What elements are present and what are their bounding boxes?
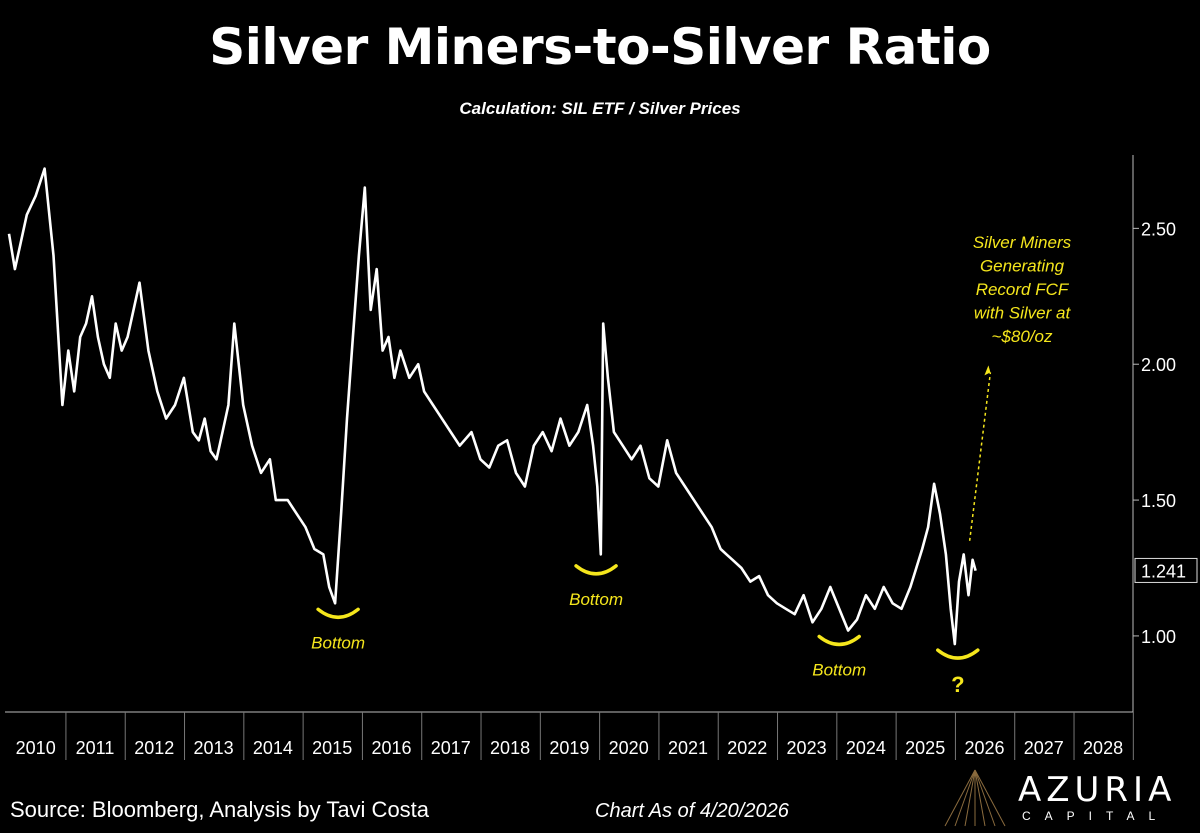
x-tick-label: 2011	[76, 738, 115, 758]
callout-arrowhead-icon	[984, 365, 991, 376]
x-tick-label: 2010	[16, 738, 56, 758]
question-marker	[936, 648, 980, 660]
y-tick-label: 2.00	[1141, 355, 1176, 375]
callout-line: Silver Miners	[973, 233, 1072, 252]
callout-label: Silver Miners Generating Record FCF with Si…	[973, 233, 1072, 346]
x-tick-label: 2012	[134, 738, 174, 758]
x-tick-label: 2028	[1083, 738, 1123, 758]
source-note: Source: Bloomberg, Analysis by Tavi Cost…	[10, 797, 430, 822]
x-tick-label: 2020	[609, 738, 649, 758]
callout-line: ~$80/oz	[992, 327, 1053, 346]
y-tick-label: 1.50	[1141, 491, 1176, 511]
x-tick-label: 2018	[490, 738, 530, 758]
series-group	[7, 167, 977, 646]
x-tick-label: 2013	[194, 738, 234, 758]
x-tick-label: 2021	[668, 738, 708, 758]
x-tick-label: 2022	[727, 738, 767, 758]
x-tick-label: 2015	[312, 738, 352, 758]
x-tick-label: 2025	[905, 738, 945, 758]
callout-line: Record FCF	[976, 280, 1070, 299]
chart-title: Silver Miners-to-Silver Ratio	[209, 18, 991, 76]
x-tick-label: 2014	[253, 738, 293, 758]
bottom-marker	[316, 607, 360, 620]
callout-line: Generating	[980, 257, 1065, 276]
bottom-marker	[574, 564, 618, 576]
x-tick-label: 2023	[787, 738, 827, 758]
logo-mark-icon	[944, 769, 1006, 827]
azuria-logo: AZURIA CAPITAL	[940, 768, 1190, 830]
as-of-note: Chart As of 4/20/2026	[595, 800, 789, 822]
x-tick-label: 2024	[846, 738, 886, 758]
axes: 2.50 2.00 1.50 1.00 2010 2011 2012 2013 2014 2015…	[5, 155, 1198, 760]
bottom-label: Bottom	[569, 590, 623, 609]
callout-arrow	[968, 372, 992, 541]
y-tick-label: 1.00	[1141, 627, 1176, 647]
x-tick-label: 2017	[431, 738, 471, 758]
series-line	[7, 167, 977, 646]
logo-subtitle: CAPITAL	[1022, 809, 1170, 823]
bottom-marker	[817, 634, 861, 647]
y-tick-label: 2.50	[1141, 219, 1176, 239]
x-tick-label: 2026	[964, 738, 1004, 758]
x-tick-label: 2016	[371, 738, 411, 758]
logo-name: AZURIA	[1018, 770, 1177, 810]
callout-line: with Silver at	[974, 304, 1072, 323]
x-tick-label: 2027	[1024, 738, 1064, 758]
last-value-box	[1134, 557, 1198, 583]
question-label: ?	[951, 672, 964, 697]
x-tick-label: 2019	[549, 738, 589, 758]
bottom-label: Bottom	[812, 660, 866, 679]
chart-subtitle: Calculation: SIL ETF / Silver Prices	[459, 99, 741, 118]
last-value-label: 1.241	[1141, 561, 1186, 581]
bottom-label: Bottom	[311, 633, 365, 652]
annotations-group: Bottom Bottom Bottom? Silver Miners Generati…	[311, 233, 1071, 697]
